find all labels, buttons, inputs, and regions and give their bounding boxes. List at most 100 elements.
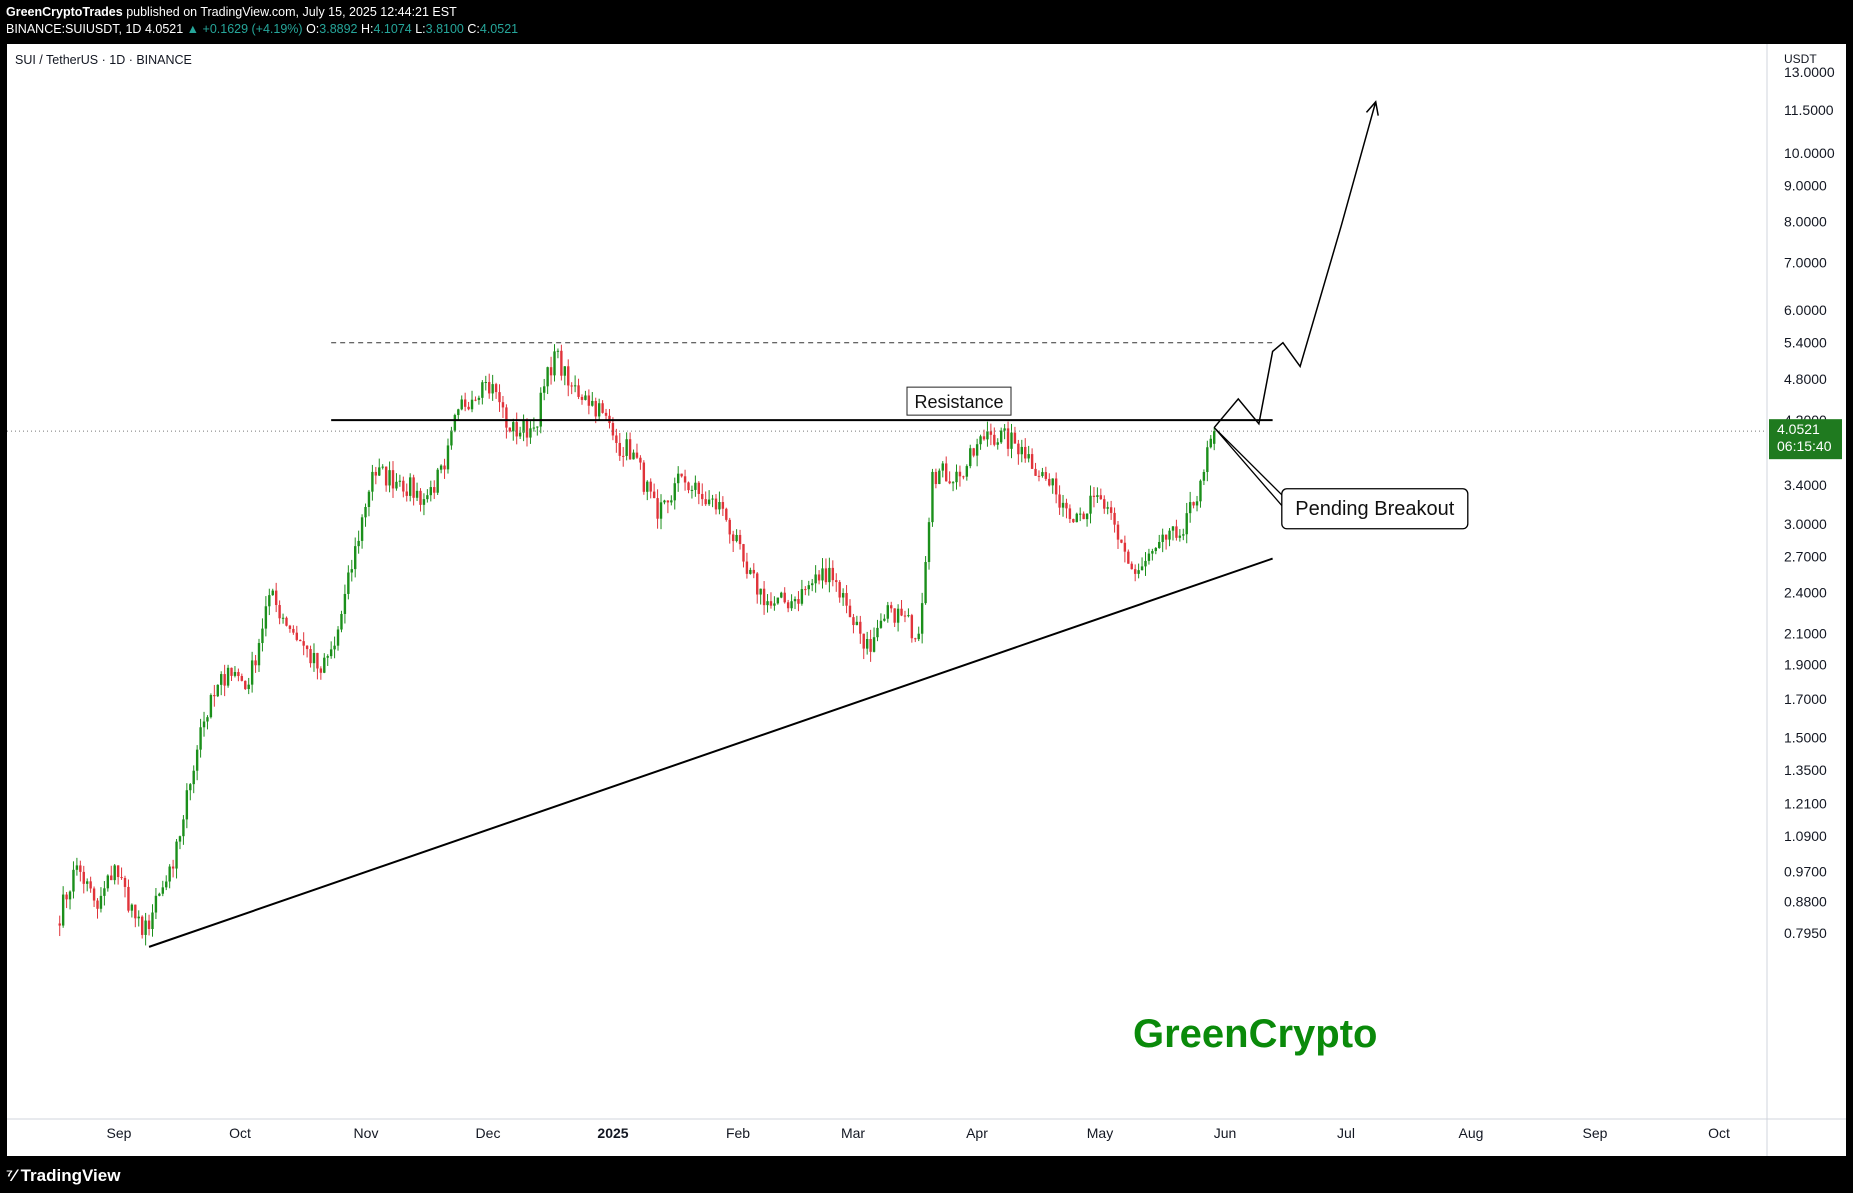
candle bbox=[384, 466, 388, 492]
y-tick-label: 13.0000 bbox=[1784, 64, 1835, 80]
x-tick-label: Dec bbox=[476, 1125, 501, 1141]
candle bbox=[1195, 495, 1199, 512]
candle-body bbox=[443, 465, 446, 470]
candle bbox=[474, 396, 477, 402]
candle-body bbox=[202, 721, 206, 728]
candle bbox=[264, 596, 268, 637]
candle-body bbox=[68, 891, 72, 900]
candle-body bbox=[931, 471, 934, 523]
candle-body bbox=[690, 489, 694, 491]
candle-body bbox=[268, 595, 271, 607]
candle-body bbox=[106, 875, 110, 889]
candle bbox=[597, 398, 601, 420]
candle-body bbox=[1175, 526, 1178, 538]
candle-body bbox=[254, 660, 257, 666]
candle-body bbox=[955, 471, 958, 483]
y-tick-label: 4.8000 bbox=[1784, 371, 1827, 387]
candle bbox=[453, 413, 457, 433]
candle-body bbox=[632, 452, 635, 460]
candle bbox=[189, 783, 192, 801]
candle-body bbox=[814, 574, 817, 584]
candle bbox=[632, 449, 635, 460]
y-tick-label: 2.1000 bbox=[1784, 626, 1827, 642]
candle-body bbox=[982, 436, 986, 440]
candle-body bbox=[158, 893, 161, 896]
candle bbox=[536, 426, 539, 436]
candle bbox=[336, 626, 340, 651]
candle-body bbox=[587, 395, 591, 406]
candle-body bbox=[697, 482, 701, 494]
candle-body bbox=[285, 617, 288, 626]
candle-body bbox=[319, 668, 323, 673]
candle bbox=[900, 599, 903, 617]
candle-body bbox=[220, 674, 223, 685]
candle bbox=[525, 418, 529, 447]
candle bbox=[268, 588, 271, 616]
candle-body bbox=[783, 592, 786, 603]
candle bbox=[1013, 426, 1017, 444]
candle bbox=[1106, 501, 1109, 515]
candle-body bbox=[907, 615, 910, 617]
candle-body bbox=[536, 426, 539, 428]
currency-label: USDT bbox=[1784, 52, 1817, 66]
chart-panel[interactable]: Pending Breakout Resistance USDT 13.0000 11… bbox=[7, 44, 1846, 1156]
candle-body bbox=[354, 546, 357, 570]
candle bbox=[635, 443, 639, 459]
candle-body bbox=[271, 590, 274, 596]
candle-body bbox=[120, 877, 123, 879]
y-tick-label: 11.5000 bbox=[1784, 102, 1834, 118]
candle bbox=[305, 645, 309, 658]
candle bbox=[1054, 472, 1058, 504]
candle-body bbox=[979, 436, 982, 445]
candle-body bbox=[213, 695, 216, 697]
candle-body bbox=[618, 442, 621, 456]
publisher-name[interactable]: GreenCryptoTrades bbox=[6, 5, 123, 19]
candle-body bbox=[498, 392, 501, 403]
candle bbox=[591, 392, 594, 407]
candle-body bbox=[725, 508, 728, 520]
candle-body bbox=[776, 597, 780, 604]
candle bbox=[910, 613, 914, 643]
candle bbox=[1061, 494, 1065, 517]
candle-body bbox=[594, 400, 597, 417]
candle-body bbox=[402, 480, 405, 492]
candle-body bbox=[261, 628, 264, 644]
candle bbox=[776, 597, 780, 605]
candle-body bbox=[518, 432, 522, 437]
candle-body bbox=[233, 672, 237, 676]
candle bbox=[1034, 462, 1037, 476]
candle-body bbox=[398, 480, 402, 482]
candle-body bbox=[302, 641, 305, 646]
candle-body bbox=[110, 875, 113, 881]
candle bbox=[99, 887, 103, 913]
candle bbox=[783, 587, 786, 604]
candle-body bbox=[168, 866, 171, 882]
candle bbox=[79, 860, 82, 882]
open-label: O: bbox=[306, 22, 320, 36]
candle-body bbox=[171, 866, 175, 869]
candle bbox=[350, 559, 353, 582]
candle-body bbox=[731, 534, 735, 542]
candle-body bbox=[948, 481, 951, 484]
candle bbox=[1017, 439, 1020, 465]
candle-body bbox=[1082, 513, 1085, 520]
candle bbox=[110, 865, 113, 881]
tradingview-logo[interactable]: ⁷⁄ TradingView bbox=[6, 1166, 120, 1186]
candle bbox=[1072, 518, 1075, 524]
candle-body bbox=[113, 865, 116, 881]
published-text: published on TradingView.com, July 15, 2… bbox=[126, 5, 457, 19]
candle bbox=[147, 914, 151, 936]
candle-body bbox=[347, 572, 350, 594]
candle-body bbox=[872, 637, 876, 652]
candle-body bbox=[457, 409, 460, 416]
candle bbox=[972, 447, 975, 458]
candle-body bbox=[92, 888, 96, 901]
candle bbox=[1202, 469, 1206, 486]
candle-body bbox=[817, 574, 821, 581]
candle bbox=[628, 432, 632, 460]
candle-body bbox=[1006, 428, 1010, 449]
candle bbox=[845, 585, 848, 614]
candle-body bbox=[86, 881, 89, 884]
